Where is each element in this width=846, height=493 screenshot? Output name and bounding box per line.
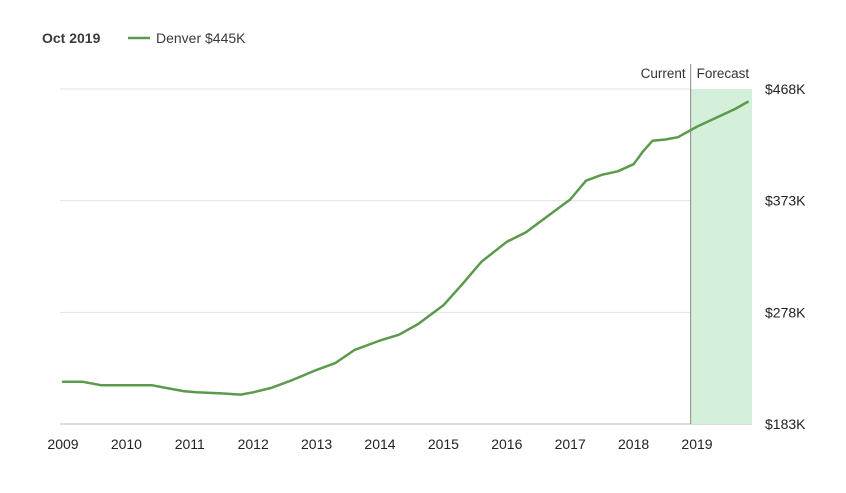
x-tick-label: 2018 <box>618 436 649 452</box>
forecast-shade <box>690 89 752 424</box>
x-tick-label: 2012 <box>238 436 269 452</box>
current-label: Current <box>641 66 686 81</box>
header-date: Oct 2019 <box>42 30 101 46</box>
x-tick-label: 2016 <box>491 436 522 452</box>
x-axis: 2009 2010 2011 2012 2013 2014 2015 2016 2017 2018… <box>47 436 712 452</box>
forecast-region: Current Forecast <box>641 64 752 424</box>
x-tick-label: 2013 <box>301 436 332 452</box>
x-tick-label: 2014 <box>364 436 395 452</box>
y-axis: $183K $278K $373K $468K <box>765 81 806 432</box>
x-tick-label: 2019 <box>681 436 712 452</box>
y-tick-label: $183K <box>765 416 806 432</box>
series-layer <box>61 100 749 396</box>
grid <box>60 88 752 425</box>
x-tick-label: 2017 <box>555 436 586 452</box>
x-tick-label: 2011 <box>175 436 205 452</box>
forecast-label: Forecast <box>697 66 750 81</box>
x-tick-label: 2009 <box>47 436 78 452</box>
x-tick-label: 2010 <box>111 436 142 452</box>
x-tick-label: 2015 <box>428 436 459 452</box>
y-tick-label: $278K <box>765 304 806 320</box>
series-line-denver <box>61 100 749 396</box>
legend-series-label: Denver $445K <box>156 30 246 46</box>
y-tick-label: $468K <box>765 81 806 97</box>
y-tick-label: $373K <box>765 193 806 209</box>
